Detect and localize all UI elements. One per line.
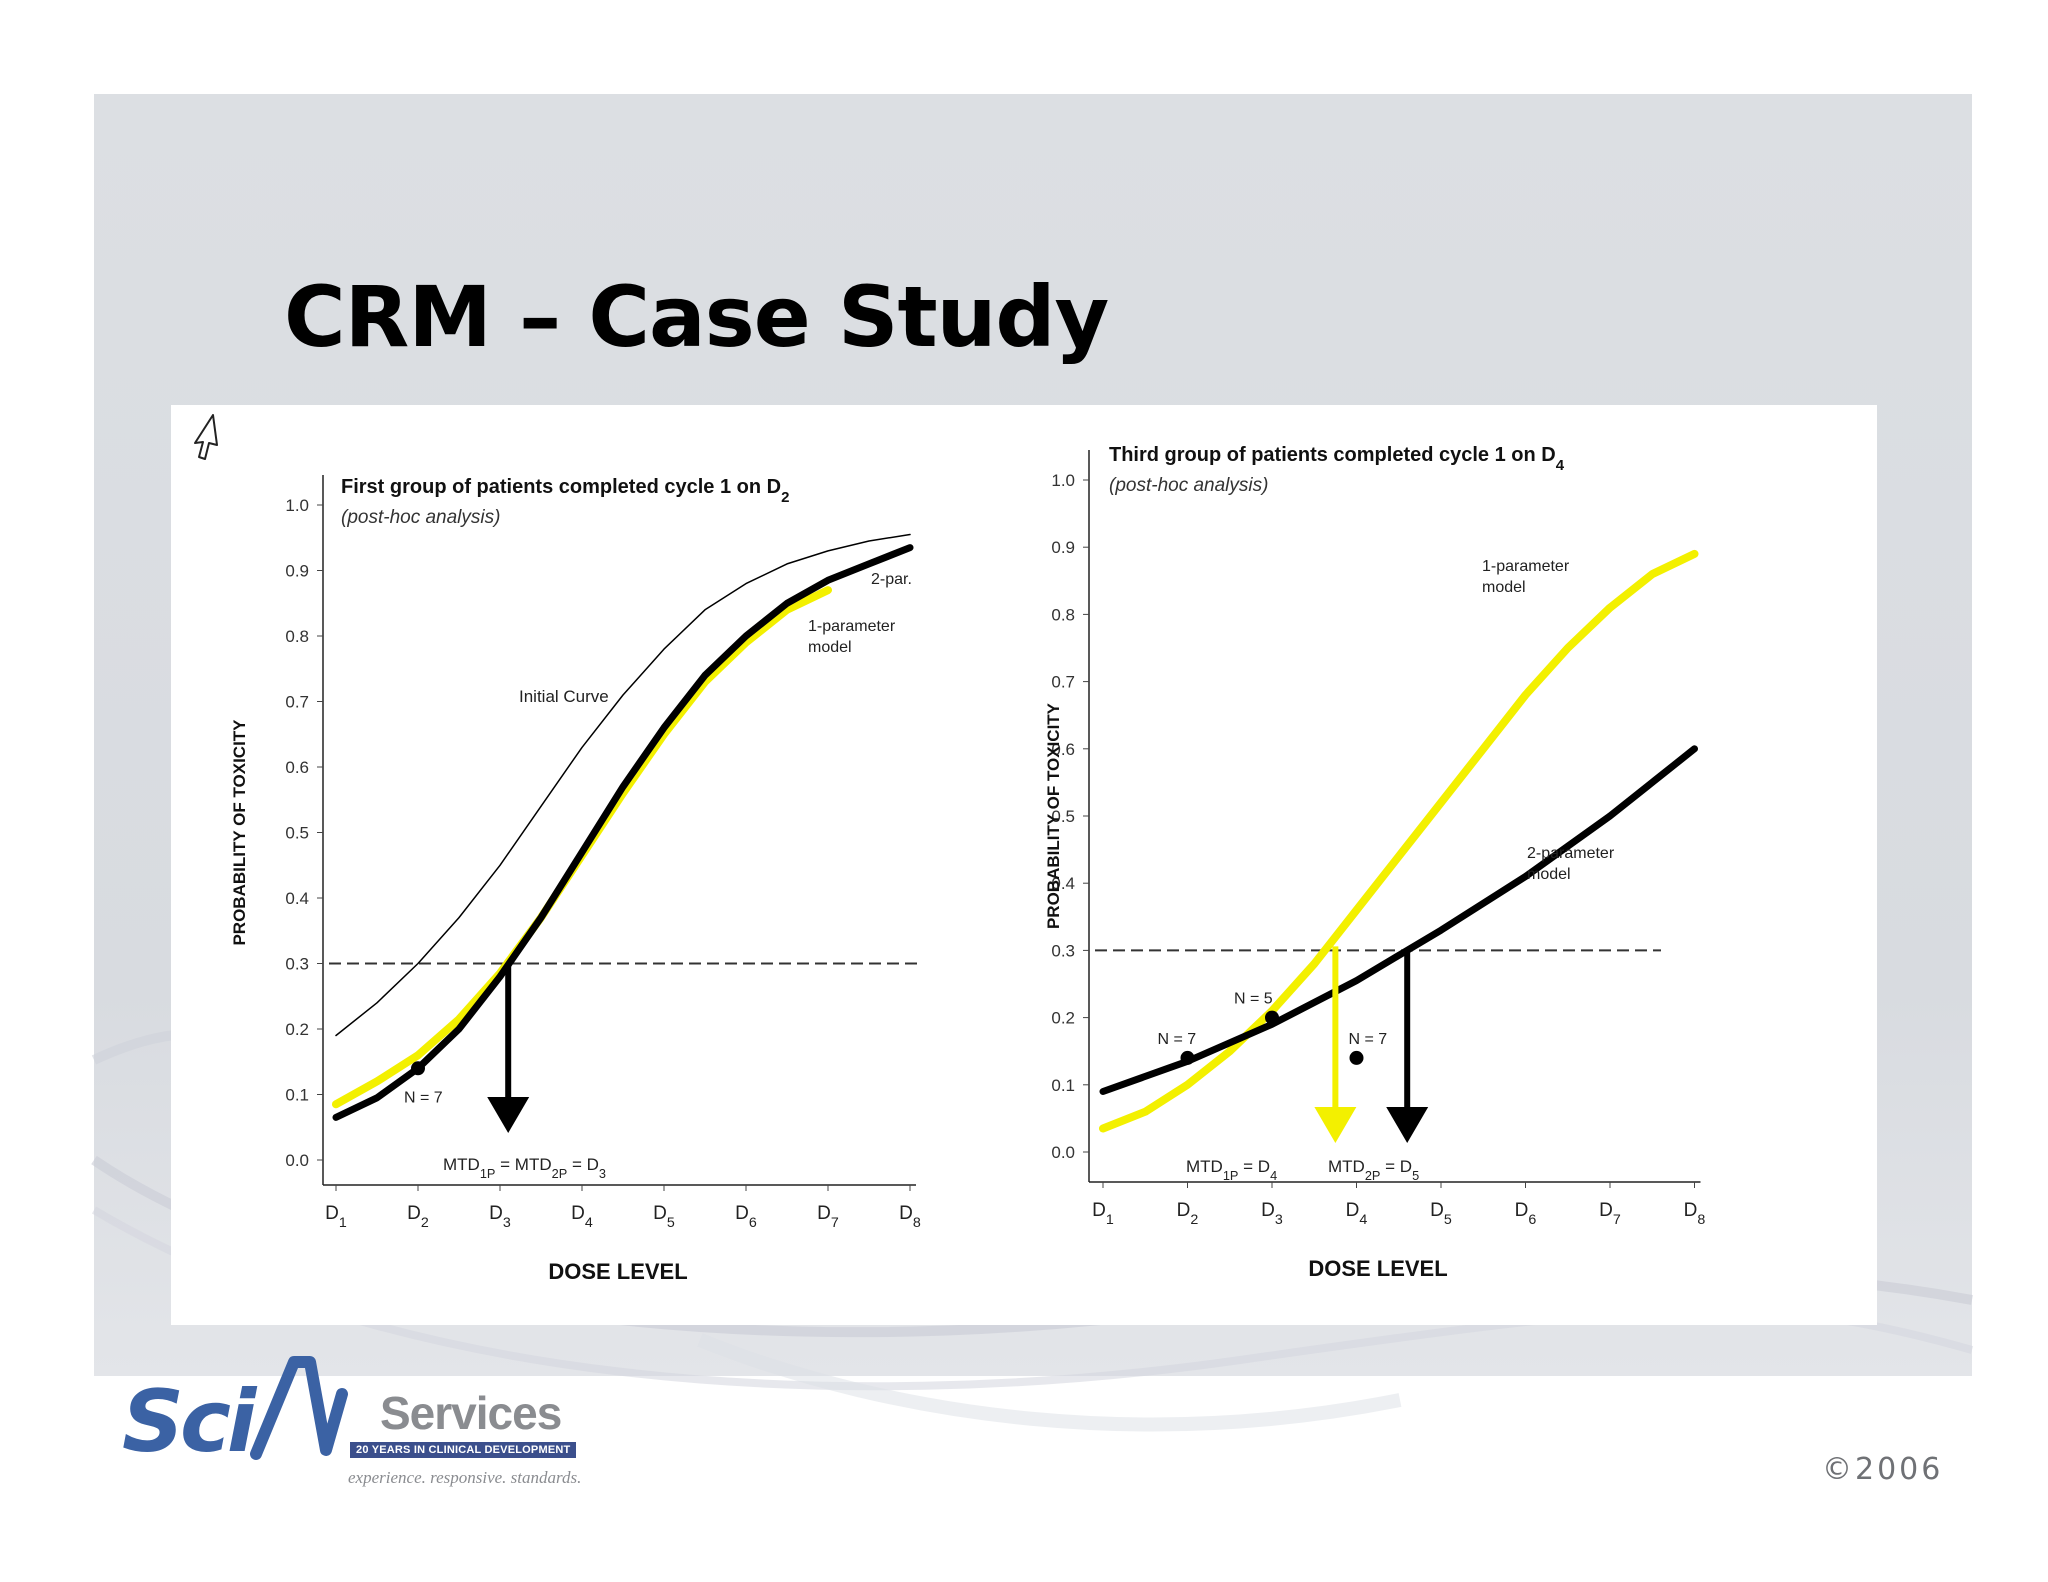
figure-panel: 0.0 0.1 0.2 0.3 0.4 0.5 0.6 0.7 0.8 0.9 1.0 D1 D2 D3 D… [171, 405, 1877, 1325]
right-mtd-annotation-2p: MTD2P = D5 [1328, 1157, 1419, 1183]
left-ytick-label: 0.4 [285, 889, 309, 908]
right-ytick-label: 0.8 [1051, 605, 1075, 624]
right-chart-subtitle: (post-hoc analysis) [1109, 475, 1268, 496]
cursor-arrow-icon [194, 414, 218, 460]
right-ytick-label: 1.0 [1051, 471, 1075, 490]
right-ytick-label: 0.4 [1051, 874, 1075, 893]
right-ytick-label: 0.5 [1051, 807, 1075, 826]
right-ytick-label: 0.0 [1051, 1143, 1075, 1162]
right-xtick-label: D2 [1177, 1200, 1199, 1228]
right-point-label-2: N = 7 [1349, 1031, 1388, 1048]
right-xtick-label: D4 [1346, 1200, 1368, 1228]
right-x-axis-label: DOSE LEVEL [1308, 1256, 1447, 1281]
right-point-label-0: N = 7 [1158, 1031, 1197, 1048]
right-chart-title: Third group of patients completed cycle … [1109, 444, 1565, 474]
left-y-axis-label: PROBABILITY OF TOXICITY [230, 719, 249, 946]
right-ytick-label: 0.3 [1051, 941, 1075, 960]
chart-first-group: 0.0 0.1 0.2 0.3 0.4 0.5 0.6 0.7 0.8 0.9 1.0 D1 D2 D3 D… [230, 475, 923, 1284]
right-xtick-label: D7 [1599, 1200, 1621, 1228]
right-ytick-label: 0.7 [1051, 673, 1075, 692]
right-mtd-annotation-1p: MTD1P = D4 [1186, 1157, 1277, 1183]
left-xtick-label: D7 [817, 1203, 839, 1231]
right-data-point-0 [1180, 1050, 1195, 1065]
right-mtd-arrow-head-1 [1386, 1107, 1429, 1143]
copyright-notice: ©2006 [1822, 1452, 1944, 1487]
left-ytick-label: 0.9 [285, 562, 309, 581]
right-xtick-label: D1 [1092, 1200, 1114, 1228]
left-chart-title: First group of patients completed cycle … [341, 476, 789, 506]
right-xtick-label: D8 [1684, 1200, 1706, 1228]
right-data-point-1 [1265, 1010, 1279, 1025]
right-ytick-label: 0.1 [1051, 1076, 1075, 1095]
right-series-line-1 [1099, 745, 1698, 1095]
right-xtick-label: D3 [1261, 1200, 1283, 1228]
left-xtick-label: D2 [407, 1203, 429, 1231]
right-mtd-arrow-head-0 [1314, 1107, 1357, 1143]
left-ytick-label: 0.8 [285, 627, 309, 646]
right-point-label-1: N = 5 [1234, 991, 1273, 1008]
left-mtd-annotation: MTD1P = MTD2P = D3 [443, 1155, 606, 1181]
left-series-line-0 [335, 533, 911, 1037]
left-xtick-label: D3 [489, 1203, 511, 1231]
left-ytick-label: 0.3 [285, 955, 309, 974]
left-ytick-label: 0.1 [285, 1086, 309, 1105]
left-x-axis-label: DOSE LEVEL [548, 1259, 687, 1284]
right-series-label-2par: 2-parameter model [1527, 845, 1615, 883]
logo-services-text: Services [380, 1387, 562, 1439]
logo-years-banner: 20 YEARS IN CLINICAL DEVELOPMENT [350, 1442, 577, 1458]
right-ytick-label: 0.9 [1051, 538, 1075, 557]
left-series-label-initial: Initial Curve [519, 687, 609, 706]
left-series-label-1par: 1-parameter model [808, 618, 896, 656]
company-logo: Sci Services 20 YEARS IN CLINICAL DEVELO… [118, 1352, 638, 1502]
left-ytick-label: 0.2 [285, 1020, 309, 1039]
left-xtick-label: D5 [653, 1203, 675, 1231]
logo-sci-text: Sci [122, 1372, 256, 1472]
chart-third-group: 0.0 0.1 0.2 0.3 0.4 0.5 0.6 0.7 0.8 0.9 1.0 D1 D2 D3 D… [1044, 444, 1706, 1281]
right-xtick-label: D6 [1515, 1200, 1537, 1228]
right-data-point-2 [1349, 1050, 1364, 1065]
left-mtd-arrow-head-0 [487, 1097, 530, 1133]
left-ytick-label: 0.7 [285, 693, 309, 712]
right-ytick-label: 0.2 [1051, 1009, 1075, 1028]
left-ytick-label: 1.0 [285, 496, 309, 515]
left-ytick-label: 0.6 [285, 758, 309, 777]
swirl-4 [697, 1333, 1402, 1432]
right-series-label-1par: 1-parameter model [1482, 558, 1570, 596]
left-xtick-label: D1 [325, 1203, 347, 1231]
left-point-label: N = 7 [404, 1089, 443, 1106]
logo-tagline: experience. responsive. standards. [348, 1468, 582, 1487]
left-ytick-label: 0.0 [285, 1151, 309, 1170]
right-xtick-label: D5 [1430, 1200, 1452, 1228]
left-xtick-label: D4 [571, 1203, 593, 1231]
left-chart-subtitle: (post-hoc analysis) [341, 507, 500, 528]
slide-title: CRM – Case Study [284, 268, 1109, 366]
left-xtick-label: D6 [735, 1203, 757, 1231]
right-y-axis-label: PROBABILITY OF TOXICITY [1044, 702, 1063, 929]
left-ytick-label: 0.5 [285, 824, 309, 843]
left-data-point-0 [411, 1061, 425, 1076]
right-ytick-label: 0.6 [1051, 740, 1075, 759]
left-xtick-label: D8 [899, 1203, 921, 1231]
left-series-label-2par: 2-par. [871, 571, 912, 588]
left-series-line-2 [332, 544, 914, 1121]
right-series-line-0 [1099, 549, 1699, 1133]
logo-wave-mark [250, 1356, 348, 1460]
